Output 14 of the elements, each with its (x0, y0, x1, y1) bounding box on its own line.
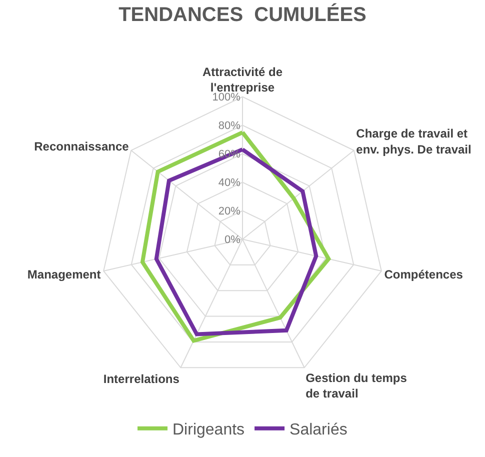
spoke-label: Gestion du temps de travail (306, 371, 408, 401)
spoke-label: Compétences (384, 267, 464, 282)
legend-label: Dirigeants (172, 422, 245, 439)
chart-title: TENDANCES CUMULÉES (118, 2, 366, 26)
spoke-label: Charge de travail et env. phys. De travail (356, 126, 472, 156)
y-tick-label: 20% (218, 205, 241, 218)
spoke-label: Management (27, 267, 101, 282)
y-tick-label: 60% (218, 148, 241, 160)
y-tick-label: 0% (224, 234, 241, 246)
y-tick-label: 40% (218, 176, 241, 189)
y-tick-label: 80% (218, 120, 241, 132)
legend-label: Salariés (290, 422, 348, 439)
spoke-label: Interrelations (103, 372, 180, 386)
spoke-label: Reconnaissance (34, 139, 130, 154)
